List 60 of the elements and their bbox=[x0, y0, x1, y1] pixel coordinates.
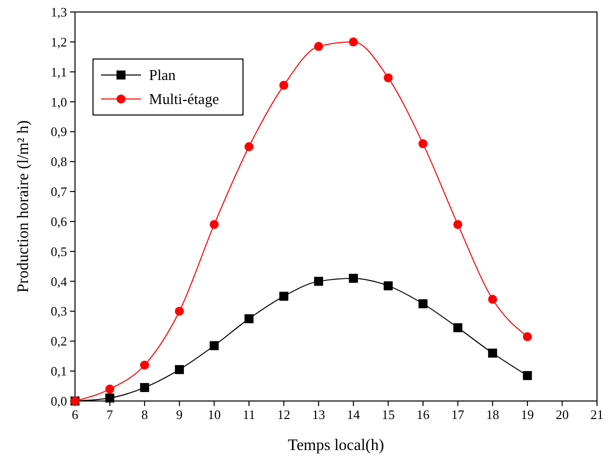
y-tick-label: 0,8 bbox=[50, 154, 67, 170]
y-axis-title: Production horaire (l/m² h) bbox=[15, 120, 32, 293]
x-tick-label: 21 bbox=[590, 407, 604, 422]
x-tick-label: 15 bbox=[382, 407, 395, 422]
point bbox=[384, 73, 393, 82]
y-tick-label: 0,0 bbox=[50, 394, 67, 408]
point bbox=[244, 314, 254, 324]
y-tick-label: 0,3 bbox=[50, 304, 67, 319]
point bbox=[105, 384, 114, 394]
point bbox=[210, 341, 219, 350]
legend-label: Multi-étage bbox=[149, 92, 220, 108]
y-tick-label: 0,4 bbox=[50, 274, 68, 289]
y-tick-label: 0,9 bbox=[50, 124, 67, 140]
point bbox=[384, 281, 393, 290]
point bbox=[140, 360, 150, 370]
point bbox=[314, 276, 324, 286]
point bbox=[174, 306, 184, 316]
y-tick-label: 1,2 bbox=[50, 34, 67, 50]
point bbox=[453, 323, 462, 332]
point bbox=[522, 332, 532, 342]
point bbox=[453, 220, 462, 229]
point bbox=[210, 220, 219, 229]
x-tick-label: 6 bbox=[72, 407, 79, 422]
x-tick-label: 12 bbox=[277, 407, 290, 422]
point bbox=[488, 294, 498, 304]
x-tick-label: 9 bbox=[176, 407, 183, 422]
point bbox=[314, 42, 324, 51]
x-tick-label: 13 bbox=[312, 407, 326, 422]
x-tick-label: 20 bbox=[556, 407, 569, 422]
y-tick-label: 0,2 bbox=[50, 334, 67, 349]
point bbox=[522, 371, 532, 380]
x-tick-label: 10 bbox=[208, 407, 221, 422]
point bbox=[244, 142, 254, 152]
point bbox=[279, 80, 288, 90]
point bbox=[348, 37, 358, 46]
y-tick-label: 0,7 bbox=[50, 184, 68, 200]
x-tick-label: 7 bbox=[106, 407, 114, 422]
y-tick-label: 1,3 bbox=[50, 4, 67, 20]
x-axis-title: Temps local(h) bbox=[288, 437, 384, 454]
x-tick-label: 17 bbox=[451, 407, 465, 422]
x-tick-label: 8 bbox=[141, 407, 148, 422]
point bbox=[174, 365, 184, 374]
point bbox=[348, 274, 358, 283]
point bbox=[105, 394, 114, 403]
x-tick-label: 16 bbox=[416, 407, 430, 422]
y-tick-label: 1,0 bbox=[50, 94, 67, 110]
x-tick-label: 14 bbox=[346, 407, 360, 422]
y-tick-label: 0,5 bbox=[50, 244, 67, 259]
point bbox=[418, 139, 428, 148]
x-tick-label: 19 bbox=[520, 407, 534, 422]
x-tick-label: 18 bbox=[486, 407, 500, 422]
point bbox=[140, 383, 150, 392]
x-tick-label: 11 bbox=[242, 407, 256, 422]
point bbox=[488, 348, 498, 358]
point bbox=[418, 299, 428, 308]
legend-label: Plan bbox=[149, 68, 176, 84]
y-tick-label: 0,1 bbox=[50, 364, 67, 379]
y-tick-label: 1,1 bbox=[50, 64, 67, 80]
y-tick-label: 0,6 bbox=[50, 214, 68, 229]
point bbox=[279, 292, 288, 301]
